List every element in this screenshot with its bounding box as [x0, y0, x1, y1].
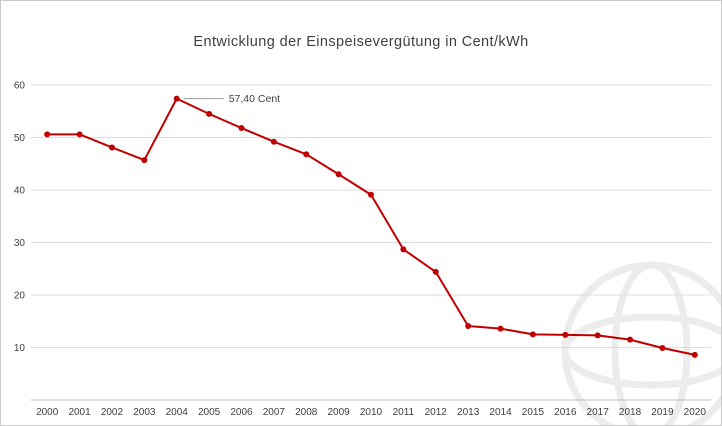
data-point-marker [497, 325, 504, 332]
x-tick-label: 2014 [489, 407, 512, 418]
x-tick-label: 2001 [68, 407, 91, 418]
data-point-marker [206, 110, 213, 117]
globe-outline [561, 261, 721, 425]
x-tick-label: 2019 [651, 407, 674, 418]
x-tick-label: 2006 [230, 407, 253, 418]
data-point-marker [173, 95, 180, 102]
data-point-marker [594, 332, 601, 339]
globe-parallel [561, 313, 721, 389]
chart-title: Entwicklung der Einspeisevergütung in Ce… [193, 34, 529, 50]
y-tick-label: 60 [14, 81, 26, 92]
data-point-marker [368, 191, 374, 198]
data-point-marker [238, 125, 245, 132]
x-tick-label: 2018 [619, 407, 642, 418]
x-tick-label: 2011 [393, 407, 415, 418]
data-point-marker [44, 131, 51, 138]
y-tick-label: 30 [14, 238, 26, 249]
x-tick-label: 2005 [198, 407, 221, 418]
x-tick-label: 2015 [522, 407, 545, 418]
x-tick-label: 2009 [327, 407, 350, 418]
x-tick-label: 2020 [684, 407, 707, 418]
x-tick-label: 2002 [101, 407, 124, 418]
y-tick-label: 40 [14, 186, 26, 197]
data-point-marker [303, 151, 310, 158]
annotation-label: 57,40 Cent [229, 93, 280, 105]
x-tick-label: 2008 [295, 407, 318, 418]
data-point-marker [659, 345, 666, 352]
globe-watermark-icon [561, 261, 721, 425]
data-point-marker [529, 331, 536, 338]
data-point-marker [627, 336, 634, 343]
data-point-marker [400, 246, 407, 253]
x-tick-label: 2004 [166, 407, 189, 418]
data-point-marker [432, 268, 439, 275]
data-point-marker [76, 131, 83, 138]
data-point-marker [270, 138, 277, 145]
y-tick-label: 10 [14, 343, 26, 354]
data-point-marker [108, 144, 115, 151]
data-point-marker [465, 322, 472, 329]
x-tick-label: 2016 [554, 407, 577, 418]
x-tick-label: 2007 [263, 407, 286, 418]
y-tick-label: 20 [14, 291, 26, 302]
data-point-marker [141, 157, 148, 164]
data-point-marker [335, 171, 342, 178]
globe-meridian [611, 261, 691, 425]
data-point-marker [691, 351, 698, 358]
x-tick-label: 2010 [360, 407, 383, 418]
y-tick-label: 50 [14, 133, 26, 144]
x-tick-label: 2000 [36, 407, 59, 418]
x-tick-label: 2012 [425, 407, 448, 418]
x-tick-label: 2003 [133, 407, 156, 418]
x-tick-label: 2017 [587, 407, 610, 418]
data-point-marker [562, 331, 569, 338]
x-tick-label: 2013 [457, 407, 480, 418]
